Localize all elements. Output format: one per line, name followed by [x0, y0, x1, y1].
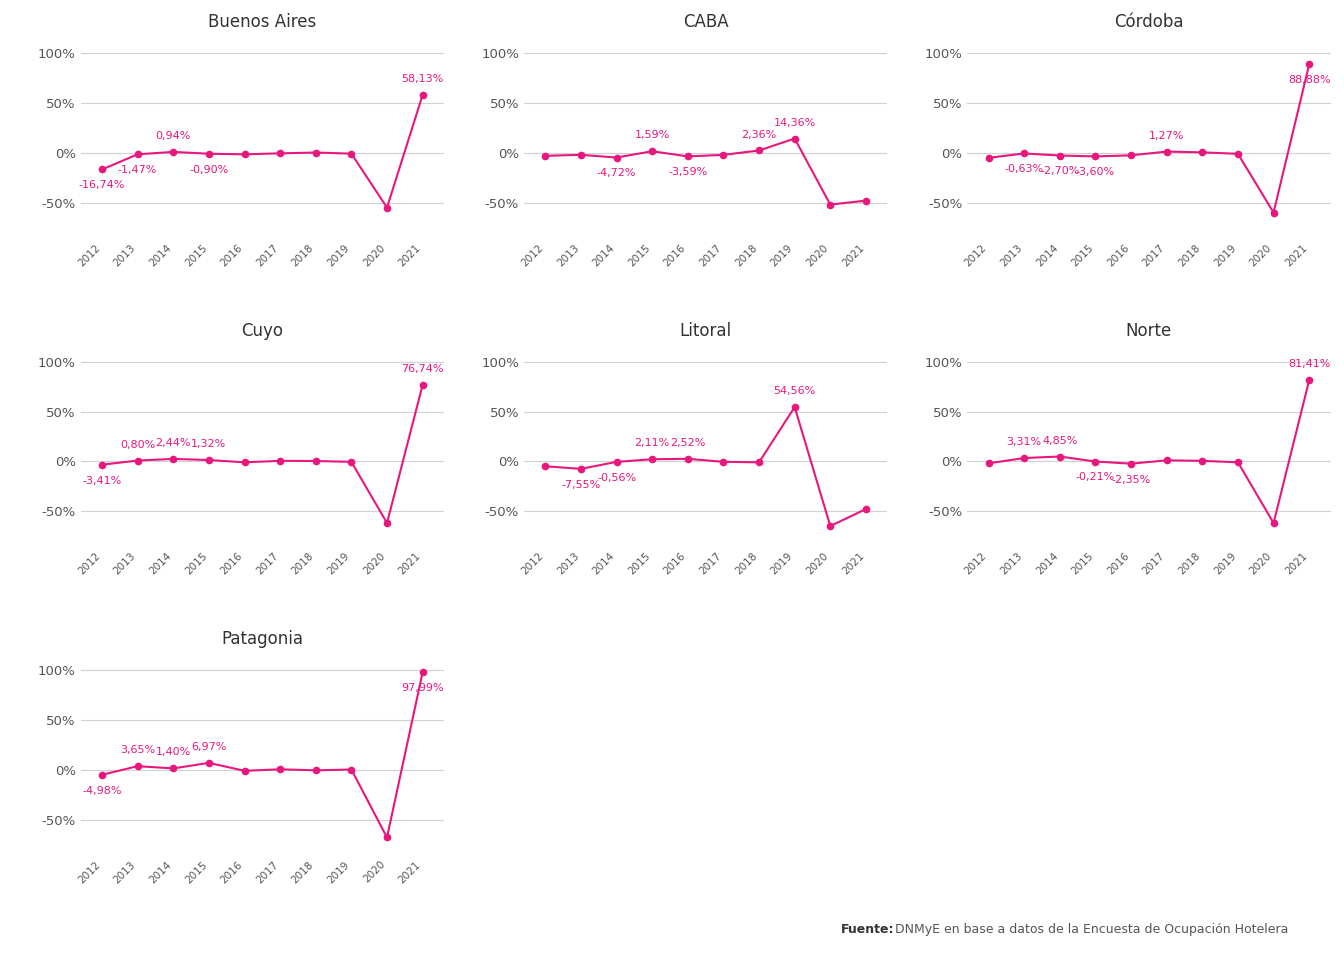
- Text: -4,72%: -4,72%: [597, 169, 636, 179]
- Text: 14,36%: 14,36%: [774, 118, 816, 128]
- Text: -7,55%: -7,55%: [562, 480, 601, 490]
- Text: 1,32%: 1,32%: [191, 439, 227, 449]
- Title: Cuyo: Cuyo: [242, 322, 284, 340]
- Title: Patagonia: Patagonia: [222, 631, 304, 648]
- Title: Litoral: Litoral: [680, 322, 731, 340]
- Title: CABA: CABA: [683, 13, 728, 32]
- Text: 0,80%: 0,80%: [120, 440, 156, 449]
- Text: 2,52%: 2,52%: [671, 438, 706, 448]
- Text: 4,85%: 4,85%: [1042, 436, 1078, 445]
- Text: -3,41%: -3,41%: [82, 475, 122, 486]
- Text: -0,21%: -0,21%: [1075, 472, 1116, 483]
- Title: Córdoba: Córdoba: [1114, 13, 1184, 32]
- Text: 1,59%: 1,59%: [634, 131, 669, 140]
- Text: 0,94%: 0,94%: [156, 131, 191, 141]
- Text: 2,11%: 2,11%: [634, 439, 669, 448]
- Text: 1,40%: 1,40%: [156, 748, 191, 757]
- Title: Norte: Norte: [1126, 322, 1172, 340]
- Text: 58,13%: 58,13%: [402, 74, 444, 84]
- Text: 88,88%: 88,88%: [1288, 75, 1331, 85]
- Text: 3,65%: 3,65%: [120, 745, 155, 756]
- Text: -0,63%: -0,63%: [1005, 164, 1044, 175]
- Text: 2,36%: 2,36%: [742, 130, 777, 139]
- Text: -16,74%: -16,74%: [79, 180, 125, 190]
- Text: 2,44%: 2,44%: [156, 438, 191, 448]
- Text: -1,47%: -1,47%: [118, 165, 157, 176]
- Text: Fuente:: Fuente:: [841, 923, 895, 936]
- Text: -0,56%: -0,56%: [597, 473, 636, 483]
- Text: -2,35%: -2,35%: [1111, 474, 1150, 485]
- Text: 3,31%: 3,31%: [1007, 437, 1042, 447]
- Title: Buenos Aires: Buenos Aires: [208, 13, 316, 32]
- Text: -4,98%: -4,98%: [82, 785, 122, 796]
- Text: 76,74%: 76,74%: [402, 364, 444, 374]
- Text: 97,99%: 97,99%: [402, 684, 444, 693]
- Text: DNMyE en base a datos de la Encuesta de Ocupación Hotelera: DNMyE en base a datos de la Encuesta de …: [891, 923, 1289, 936]
- Text: -0,90%: -0,90%: [190, 165, 228, 175]
- Text: -3,59%: -3,59%: [668, 167, 707, 178]
- Text: -2,70%: -2,70%: [1040, 166, 1079, 177]
- Text: 54,56%: 54,56%: [774, 386, 816, 396]
- Text: 6,97%: 6,97%: [191, 742, 227, 752]
- Text: -3,60%: -3,60%: [1077, 167, 1116, 178]
- Text: 1,27%: 1,27%: [1149, 131, 1184, 140]
- Text: 81,41%: 81,41%: [1288, 359, 1331, 370]
